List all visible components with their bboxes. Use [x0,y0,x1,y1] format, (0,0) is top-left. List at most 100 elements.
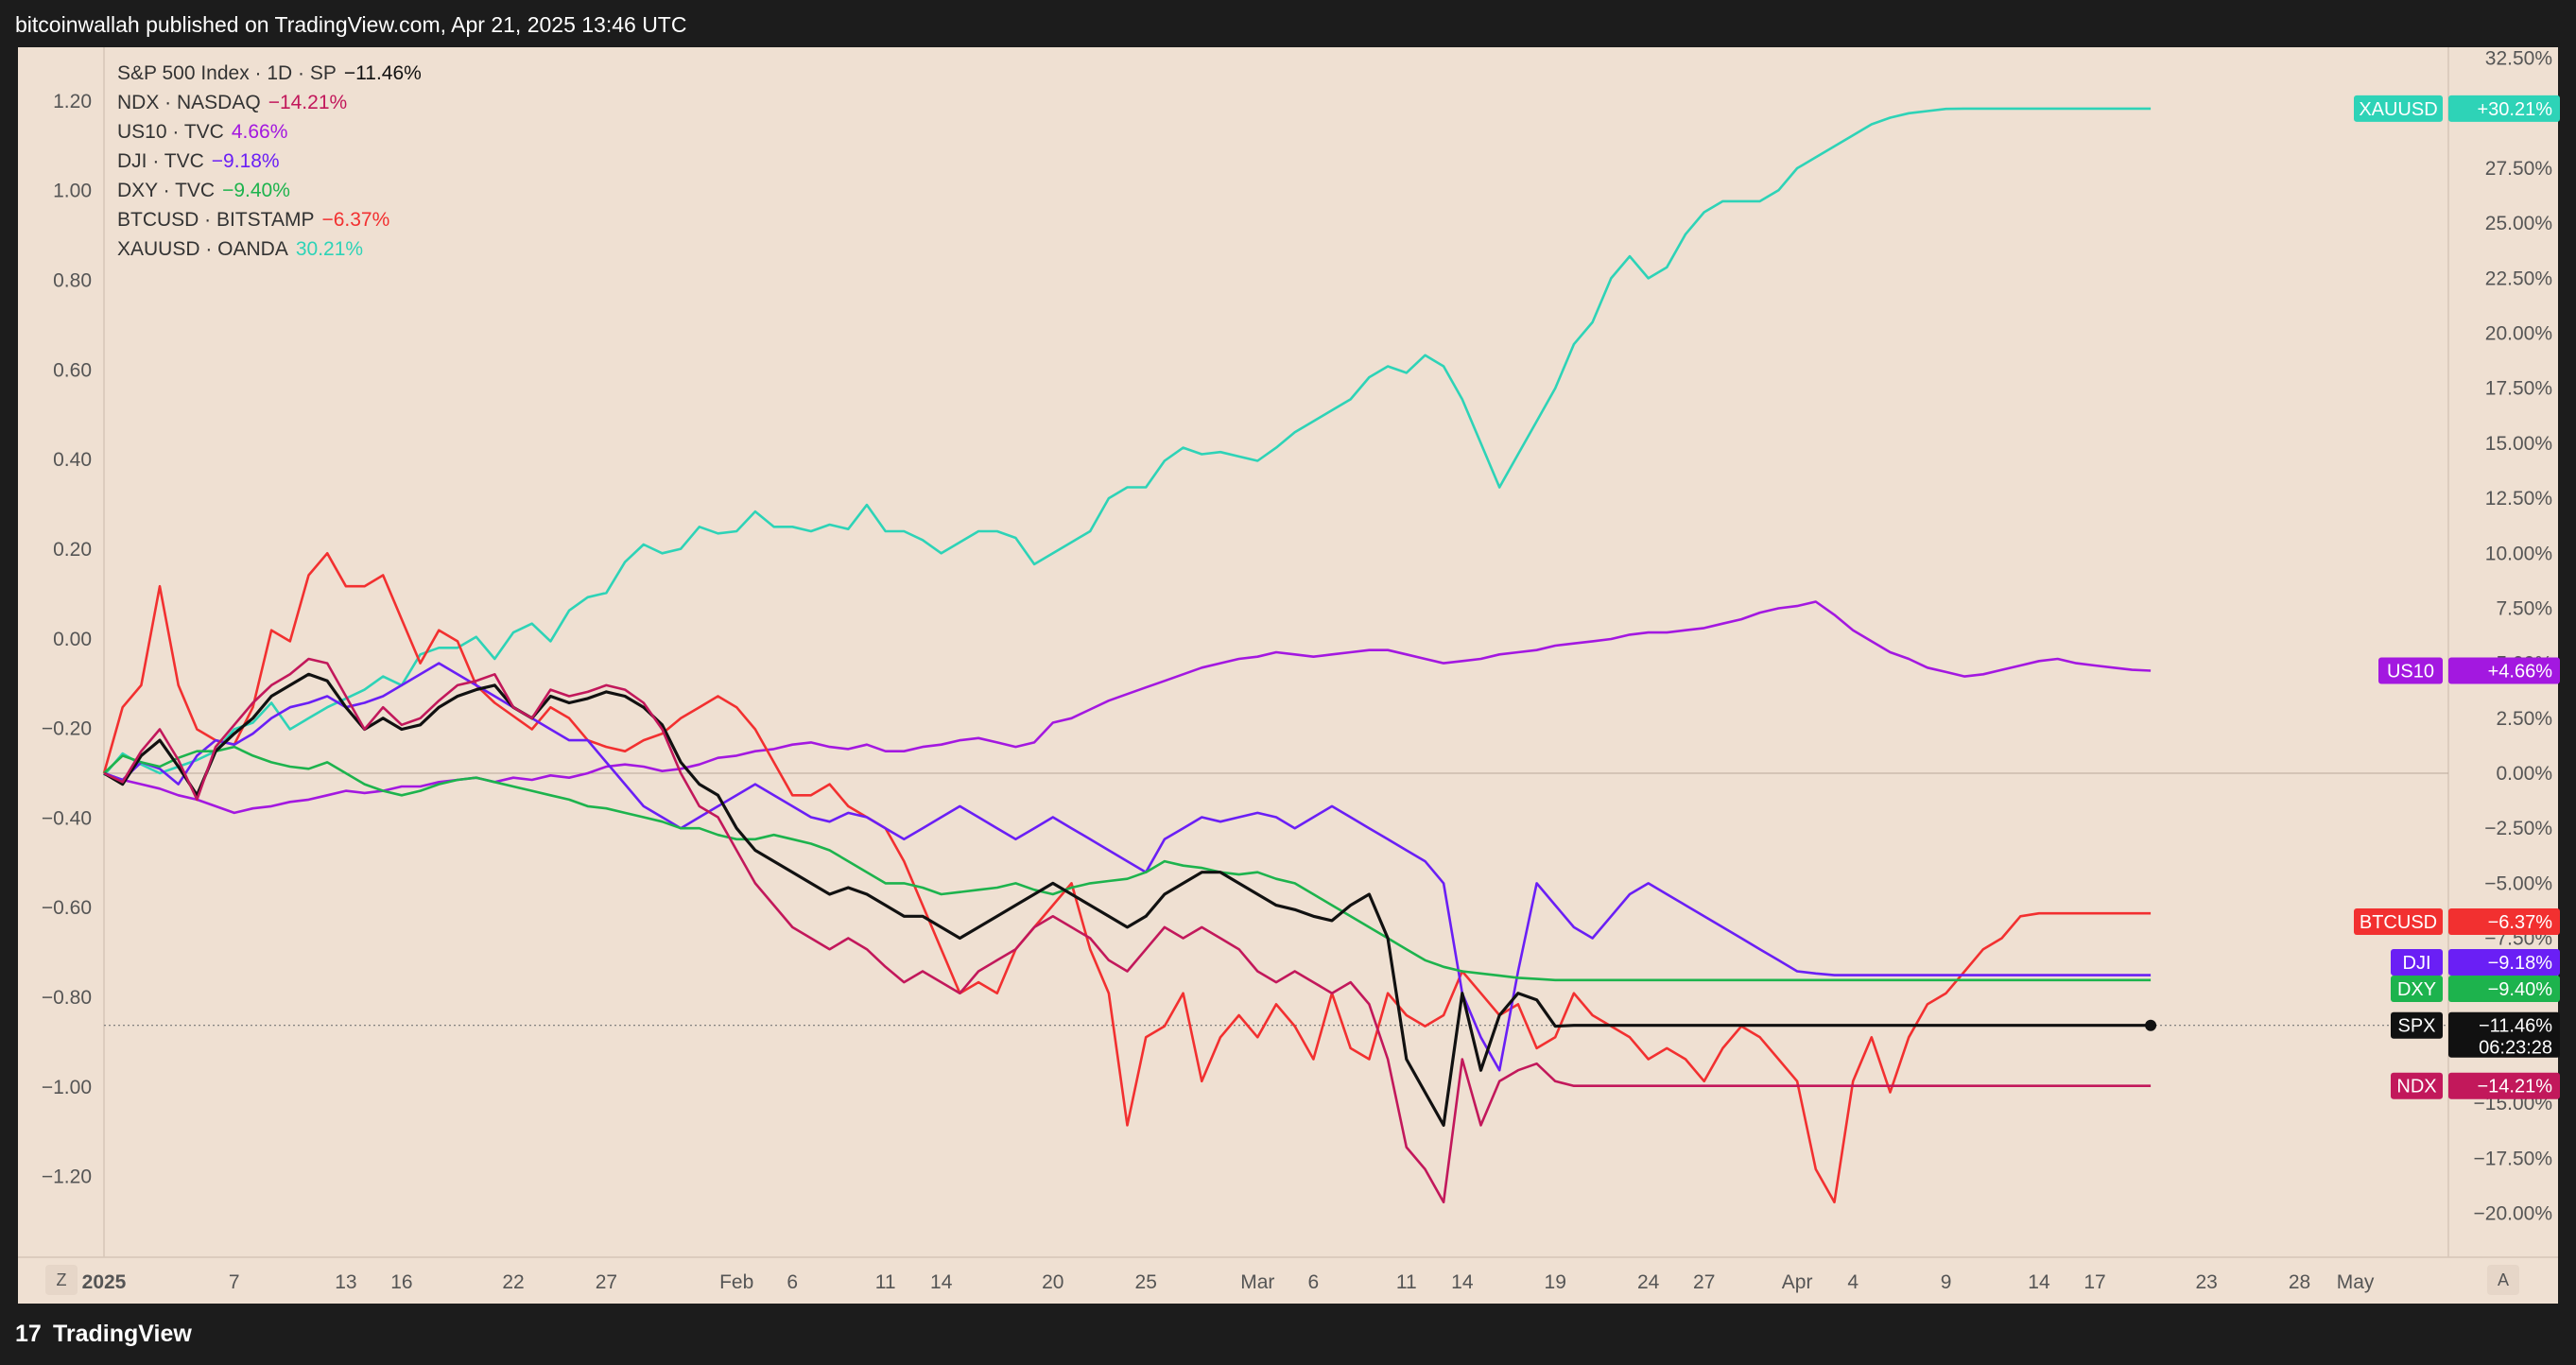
right-tick-label: 2.50% [2496,708,2552,730]
badge-value: −9.18% [2488,953,2553,974]
legend-item[interactable]: DXY · TVC −9.40% [117,176,422,205]
x-tick-label: 11 [1396,1271,1417,1293]
x-tick-label: 7 [229,1271,240,1293]
legend-label: XAUUSD · OANDA [117,238,288,260]
tradingview-logo-icon: 17 [15,1321,42,1347]
x-tick-label: 20 [1042,1271,1063,1293]
left-tick-label: −0.60 [42,897,92,919]
badge-name: SPX [2397,1016,2435,1037]
series-badge-us10[interactable]: US10 +4.66% [2378,657,2560,684]
series-line-ndx [103,657,2152,1204]
legend-item[interactable]: US10 · TVC 4.66% [117,117,422,147]
legend-value: −14.21% [268,92,348,113]
badge-name-bg [2391,976,2443,1002]
x-tick-label: 14 [2028,1271,2050,1293]
badge-name-bg [2391,1011,2443,1039]
right-tick-label: 17.50% [2485,378,2552,400]
badge-value-bg [2448,1072,2560,1099]
badge-name: DJI [2403,953,2431,974]
legend-item[interactable]: DJI · TVC −9.18% [117,147,422,176]
badge-name: XAUUSD [2359,99,2437,120]
series-line-spx [103,672,2152,1128]
badge-value: +4.66% [2488,662,2553,682]
x-tick-label: Feb [719,1271,753,1293]
left-tick-label: −0.40 [42,807,92,829]
chart-legend: S&P 500 Index · 1D · SP −11.46% NDX · NASD… [117,59,422,264]
x-tick-label: 27 [1693,1271,1715,1293]
auto-scale-right-button[interactable]: A [2487,1265,2519,1295]
legend-label: NDX · NASDAQ [117,92,261,113]
badge-name-bg [2391,1072,2443,1099]
badge-name: DXY [2397,979,2436,1000]
x-tick-label: 17 [2083,1271,2105,1293]
badge-time: 06:23:28 [2479,1038,2552,1059]
legend-value: 4.66% [231,121,288,143]
x-tick-label: 22 [502,1271,524,1293]
badge-value: −11.46% [2479,1016,2552,1037]
right-tick-label: 20.00% [2485,323,2552,345]
badge-value: −14.21% [2477,1077,2552,1097]
left-tick-label: 0.40 [53,449,92,471]
series-badge-dji[interactable]: DJI −9.18% [2391,949,2560,976]
badge-name-bg [2378,657,2443,684]
legend-label: BTCUSD · BITSTAMP [117,209,315,231]
x-tick-label: 13 [335,1271,356,1293]
badge-name: NDX [2396,1077,2436,1097]
badge-value: −9.40% [2488,979,2553,1000]
right-tick-label: −2.50% [2484,818,2552,839]
legend-value: 30.21% [295,238,364,260]
x-tick-label: 14 [1451,1271,1474,1293]
footer-bar: 17 TradingView [0,1304,2576,1365]
legend-item[interactable]: S&P 500 Index · 1D · SP −11.46% [117,59,422,88]
series-line-us10 [103,600,2152,815]
series-badge-btcusd[interactable]: BTCUSD −6.37% [2354,908,2560,935]
badge-name: BTCUSD [2360,912,2437,933]
badge-value: +30.21% [2477,99,2552,120]
publisher-bar: bitcoinwallah published on TradingView.c… [0,0,2576,47]
legend-label: US10 · TVC [117,121,224,143]
x-tick-label: 28 [2289,1271,2310,1293]
series-line-dji [103,662,2152,1072]
legend-item[interactable]: XAUUSD · OANDA 30.21% [117,234,422,264]
right-tick-label: 27.50% [2485,158,2552,180]
badge-value-bg [2448,976,2560,1002]
left-tick-label: 0.00 [53,629,92,650]
legend-item[interactable]: NDX · NASDAQ −14.21% [117,88,422,117]
right-tick-label: 0.00% [2496,763,2552,785]
legend-label: DXY · TVC [117,180,216,201]
right-tick-label: 7.50% [2496,597,2552,619]
x-tick-label: 11 [875,1271,896,1293]
badge-value-bg [2448,95,2560,122]
series-line-btcusd [102,551,2152,1204]
x-tick-label: 2025 [82,1271,127,1293]
legend-label: DJI · TVC [117,150,204,172]
tradingview-brand[interactable]: 17 TradingView [15,1321,192,1348]
legend-value: −11.46% [343,62,422,84]
x-tick-label: 4 [1847,1271,1859,1293]
badge-name-bg [2354,95,2443,122]
series-badge-xauusd[interactable]: XAUUSD +30.21% [2354,95,2560,122]
legend-label: S&P 500 Index · 1D · SP [117,62,337,84]
series-badge-dxy[interactable]: DXY −9.40% [2391,976,2560,1002]
badge-value-bg [2448,1011,2560,1058]
spx-last-dot [2145,1019,2157,1031]
left-tick-label: 0.20 [53,539,92,561]
legend-value: −9.40% [222,180,290,201]
left-tick-label: 0.80 [53,270,92,292]
right-tick-label: 15.00% [2485,433,2552,455]
legend-item[interactable]: BTCUSD · BITSTAMP −6.37% [117,205,422,234]
series-line-dxy [103,745,2152,982]
badge-name-bg [2391,949,2443,976]
auto-scale-left-button[interactable]: Z [45,1265,78,1295]
badge-value-bg [2448,908,2560,935]
x-tick-label: 6 [787,1271,798,1293]
series-badge-spx[interactable]: SPX −11.46%06:23:28 [2391,1011,2560,1059]
x-tick-label: 14 [930,1271,953,1293]
right-tick-label: 32.50% [2485,48,2552,70]
right-tick-label: 25.00% [2485,213,2552,234]
left-tick-label: −1.20 [42,1166,92,1188]
publisher-text: bitcoinwallah published on TradingView.c… [15,12,687,37]
series-line-xauusd [103,107,2152,777]
series-badge-ndx[interactable]: NDX −14.21% [2391,1072,2560,1099]
